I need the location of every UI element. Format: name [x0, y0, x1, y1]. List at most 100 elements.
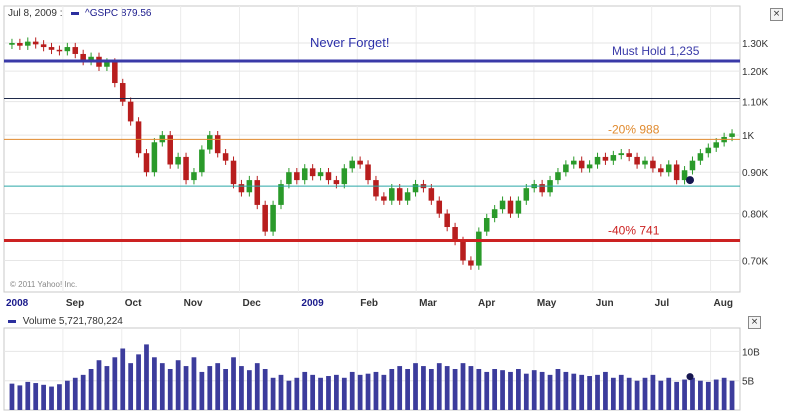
volume-bar [17, 385, 23, 410]
volume-bar [571, 373, 577, 410]
date-label: Jul 8, 2009 : [8, 8, 63, 19]
candle-body [389, 188, 395, 201]
y-tick-label: 0.80K [742, 210, 768, 221]
volume-bar [468, 366, 474, 410]
volume-bar [80, 374, 86, 410]
candle-body [183, 156, 189, 181]
volume-bar [207, 366, 213, 410]
volume-bar [674, 381, 680, 410]
price-panel-frame [3, 5, 741, 293]
candle-body [571, 160, 577, 165]
x-tick-label: 2008 [6, 298, 29, 309]
candle-body [563, 164, 569, 173]
candle-body [294, 172, 300, 181]
candle-body [286, 172, 292, 185]
candle-body [412, 184, 419, 193]
candle-body [460, 240, 466, 261]
volume-swatch [8, 319, 16, 323]
candle-body [262, 204, 268, 232]
candle-body [317, 172, 324, 177]
close-button[interactable]: × [770, 8, 783, 21]
candle-body [658, 168, 664, 173]
volume-tick-label: 5B [742, 377, 755, 388]
volume-bar [460, 363, 466, 410]
candle-body [333, 180, 340, 185]
volume-bar [666, 377, 672, 410]
volume-bar [262, 369, 268, 410]
chart-header: Jul 8, 2009 : ^GSPC 879.56 [8, 8, 151, 19]
candle-body [88, 56, 94, 62]
volume-bar [531, 370, 537, 410]
volume-bar [33, 383, 39, 410]
candle-body [729, 133, 735, 137]
candle-body [72, 47, 79, 54]
volume-bar [721, 377, 727, 410]
volume-bar [381, 374, 387, 410]
volume-bar [642, 377, 648, 410]
candle-body [673, 164, 680, 181]
candle-body [586, 164, 593, 169]
candle-body [56, 49, 63, 52]
volume-bar [523, 373, 529, 410]
y-tick-label: 0.70K [742, 257, 768, 268]
volume-bar [175, 360, 181, 410]
x-tick-label: Sep [66, 298, 84, 309]
candle-body [610, 155, 617, 161]
candle-body [270, 204, 276, 232]
candle-body [17, 42, 23, 46]
copyright-text: © 2011 Yahoo! Inc. [10, 280, 77, 289]
close-icon: × [750, 317, 759, 327]
candle-body [396, 188, 403, 201]
x-tick-label: Nov [184, 298, 203, 309]
volume-bar [539, 371, 545, 410]
candle-body [499, 200, 506, 210]
candle-body [491, 209, 498, 219]
volume-bar [421, 366, 426, 410]
candle-body [64, 47, 71, 52]
candle-body [452, 227, 458, 241]
candle-body [167, 135, 173, 165]
volume-bar [547, 374, 553, 410]
volume-bar [492, 369, 498, 410]
volume-bar [341, 377, 347, 410]
volume-close-button[interactable]: × [748, 316, 761, 329]
series-swatch [71, 11, 80, 15]
candle-body [112, 62, 118, 84]
candle-body [238, 184, 245, 193]
volume-bar [516, 369, 521, 410]
volume-bar [310, 374, 316, 410]
volume-bar [587, 376, 592, 410]
x-tick-label: Jul [655, 298, 670, 309]
volume-bar [128, 363, 134, 410]
volume-bar [603, 371, 608, 410]
volume-bar [397, 366, 403, 410]
candle-body [650, 160, 656, 169]
candle-body [373, 180, 379, 197]
candle-body [357, 160, 363, 165]
candle-body [578, 160, 585, 169]
x-tick-label: Aug [714, 298, 733, 309]
volume-bar [104, 366, 110, 410]
candle-body [104, 62, 110, 67]
reference-line-label: -40% 741 [608, 224, 660, 238]
annotation-text: Never Forget! [310, 35, 389, 50]
volume-bar [152, 357, 157, 410]
volume-bar [112, 357, 118, 410]
volume-bar [223, 369, 228, 410]
reference-line-label: -20% 988 [608, 122, 660, 136]
volume-bar [159, 363, 165, 410]
volume-bar [334, 374, 339, 410]
candle-body [40, 44, 47, 48]
volume-bar [96, 360, 102, 410]
candle-body [665, 164, 672, 173]
volume-bar [508, 371, 513, 410]
candle-body [626, 153, 632, 157]
x-tick-label: Oct [125, 298, 142, 309]
close-icon: × [772, 9, 781, 19]
volume-bar [144, 344, 149, 410]
candle-body [159, 135, 166, 143]
candle-body [476, 231, 482, 266]
candle-body [428, 188, 435, 201]
candle-body [468, 260, 474, 266]
volume-bar [682, 379, 687, 410]
